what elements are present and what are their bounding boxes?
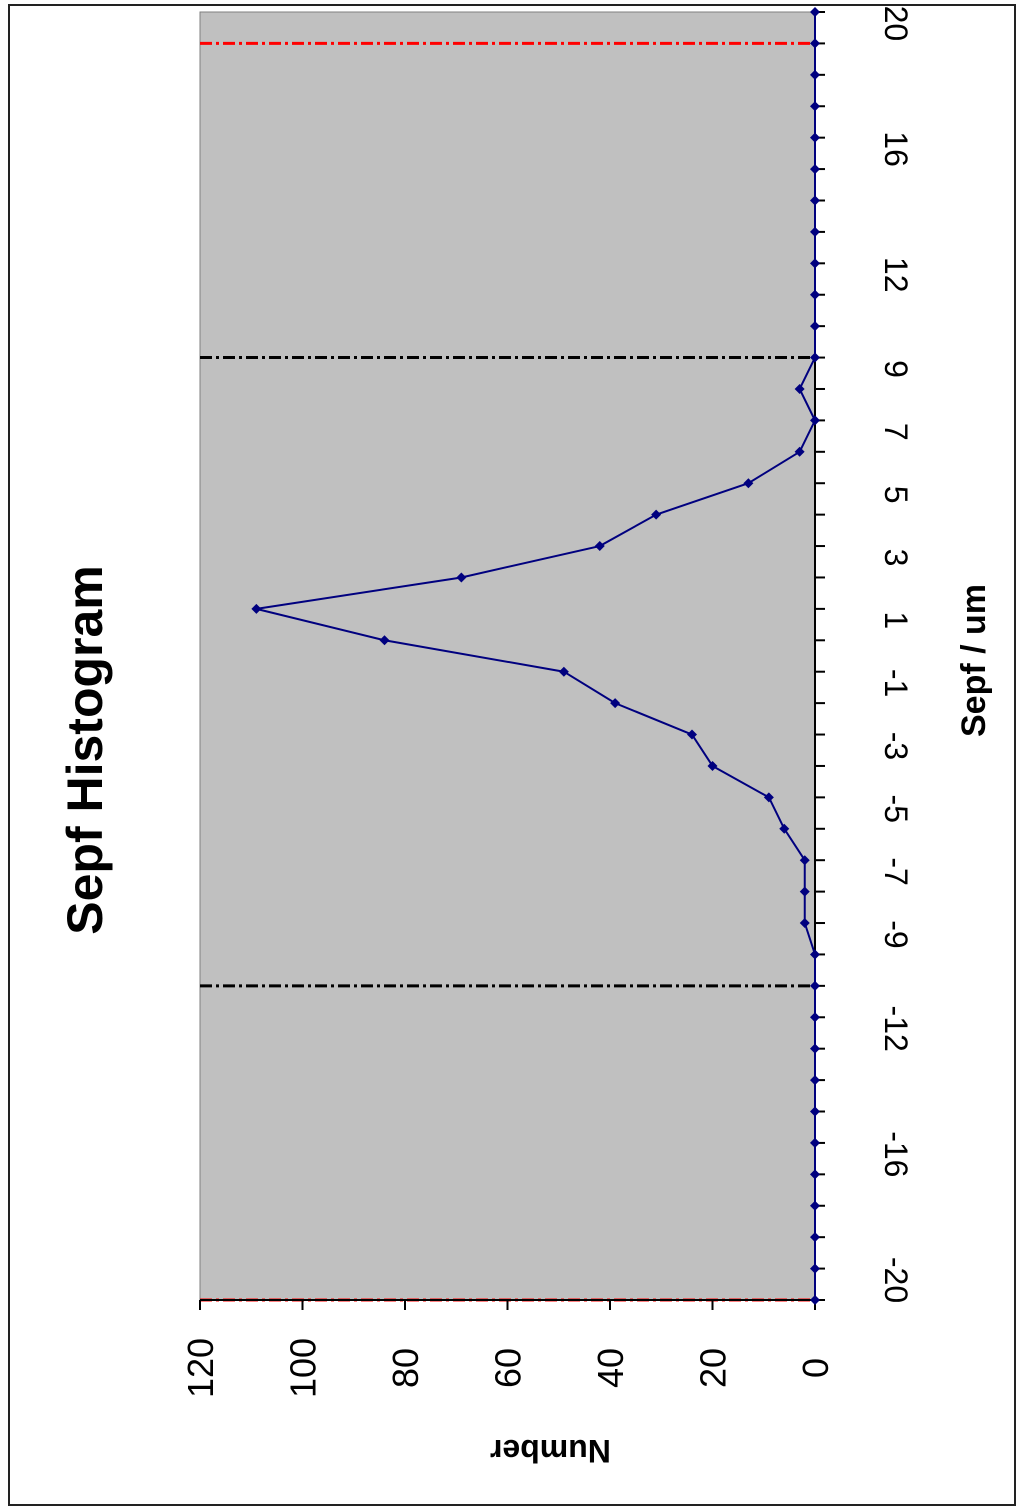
y-tick-label: 40 (590, 1348, 631, 1388)
x-tick-label: -16 (878, 1131, 914, 1177)
x-tick-label: 12 (878, 257, 914, 293)
data-point (810, 195, 820, 206)
x-tick-label: -9 (878, 920, 914, 948)
data-point (810, 1012, 820, 1023)
x-tick-label: 3 (878, 549, 914, 567)
data-point (810, 38, 820, 49)
data-point (779, 823, 790, 834)
data-point (810, 1263, 820, 1274)
data-point (687, 729, 697, 740)
y-tick-label: 120 (180, 1338, 221, 1398)
data-point (810, 415, 820, 426)
data-point (810, 258, 820, 269)
data-point (810, 352, 820, 363)
data-point (810, 1137, 820, 1148)
data-point (594, 541, 605, 552)
plot-area (199, 11, 816, 1301)
data-point (810, 1295, 820, 1305)
x-tick-label: -1 (878, 669, 914, 697)
data-point (456, 572, 467, 583)
data-point (810, 1169, 820, 1180)
data-point (810, 7, 820, 17)
data-point (810, 69, 820, 80)
data-point (558, 666, 569, 677)
data-point (810, 101, 820, 112)
y-tick-label: 100 (283, 1338, 324, 1398)
data-point (651, 509, 662, 520)
data-point (379, 635, 390, 646)
x-tick-label: -12 (878, 1006, 914, 1052)
data-point (810, 289, 820, 300)
data-point (810, 1043, 820, 1054)
y-tick-label: 60 (488, 1348, 529, 1388)
data-point (810, 980, 820, 991)
data-point (810, 226, 820, 237)
x-tick-label: -5 (878, 795, 914, 823)
data-point (763, 792, 774, 803)
data-point (251, 603, 262, 614)
x-tick-label: -7 (878, 857, 914, 885)
x-tick-label: 5 (878, 486, 914, 504)
x-tick-label: -3 (878, 732, 914, 760)
data-point (810, 1232, 820, 1243)
data-point (810, 1106, 820, 1117)
y-tick-label: 0 (795, 1358, 836, 1378)
y-tick-label: 20 (693, 1348, 734, 1388)
data-point (707, 760, 718, 771)
data-point (810, 164, 820, 175)
data-point (799, 855, 810, 866)
data-point (810, 1200, 820, 1211)
data-point (799, 886, 810, 897)
data-point (810, 949, 820, 960)
y-tick-label: 80 (385, 1348, 426, 1388)
data-point (810, 321, 820, 332)
data-point (810, 132, 820, 143)
x-tick-label: 16 (878, 131, 914, 167)
series-line (256, 12, 817, 1300)
x-tick-label: 7 (878, 423, 914, 441)
data-point (799, 918, 810, 929)
x-tick-label: 1 (878, 611, 914, 629)
data-point (794, 383, 805, 394)
data-point (610, 698, 621, 709)
data-point (794, 446, 805, 457)
x-tick-label: 20 (878, 6, 914, 42)
data-point (810, 1075, 820, 1086)
x-tick-label: 9 (878, 360, 914, 378)
x-tick-label: -20 (878, 1257, 914, 1303)
data-point (743, 478, 754, 489)
chart-frame (8, 4, 1016, 1506)
